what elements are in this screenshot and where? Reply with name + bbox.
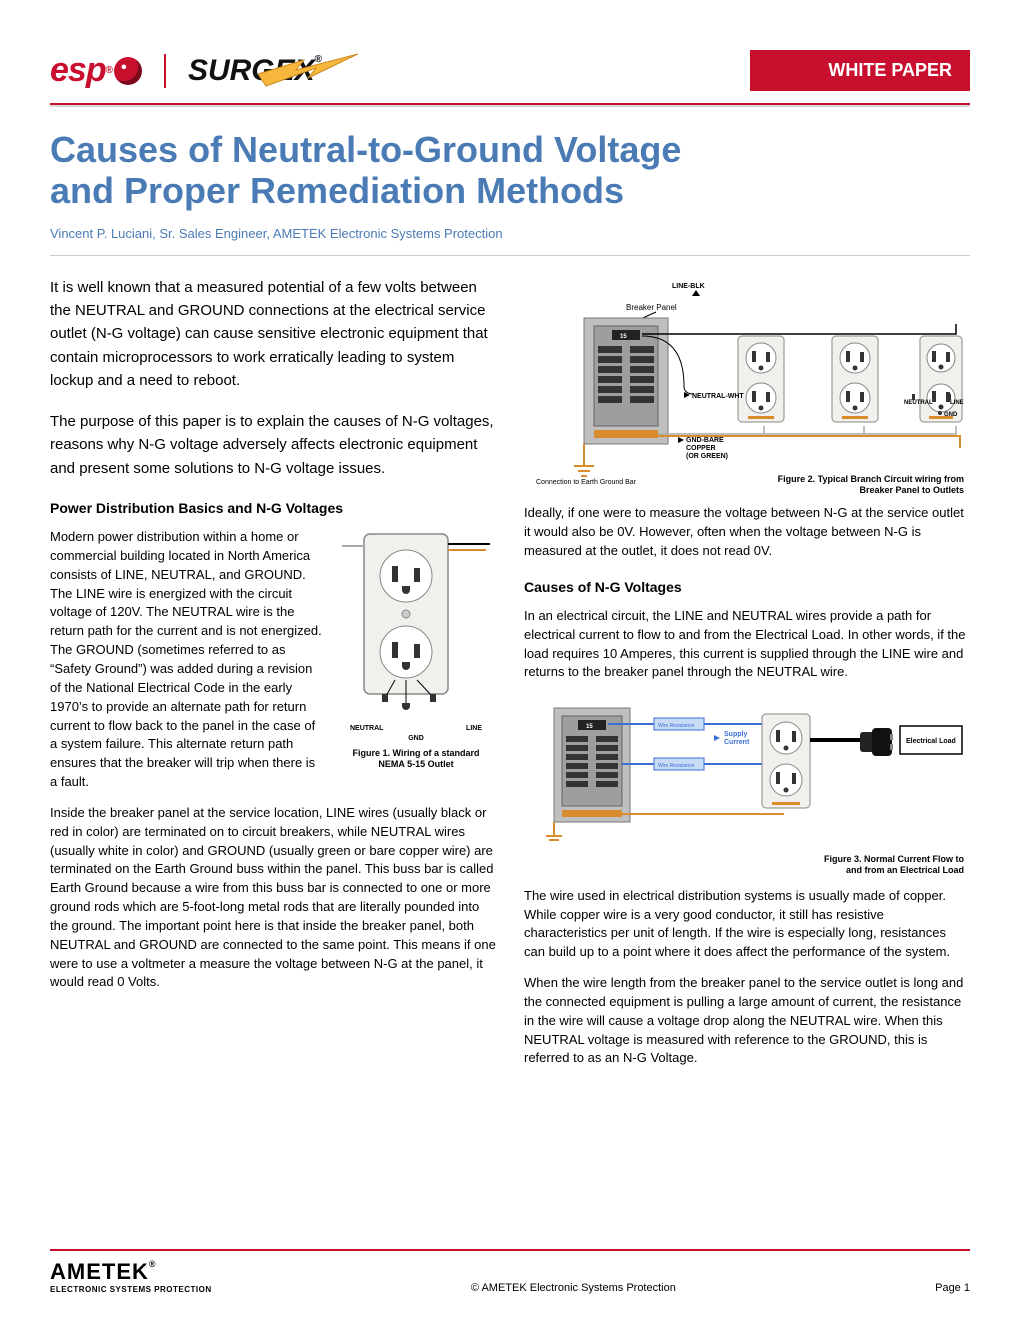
fig3-caption: Figure 3. Normal Current Flow to and fro… bbox=[524, 854, 970, 877]
fig3-caption-l1: Figure 3. Normal Current Flow to bbox=[824, 854, 964, 864]
fig2-line-pin: LINE bbox=[950, 400, 964, 406]
intro-para-1: It is well known that a measured potenti… bbox=[50, 276, 496, 392]
fig3-load-text: Electrical Load bbox=[906, 738, 956, 745]
fig1-pin-labels: NEUTRAL LINE bbox=[336, 724, 496, 734]
fig1-gnd-label: GND bbox=[336, 734, 496, 744]
fig2-caption-l1: Figure 2. Typical Branch Circuit wiring … bbox=[778, 474, 964, 484]
footer-page: Page 1 bbox=[935, 1282, 970, 1294]
ametek-logo-block: AMETEK® ELECTRONIC SYSTEMS PROTECTION bbox=[50, 1259, 212, 1294]
plug-icon bbox=[860, 728, 893, 756]
fig2-neutral-wht: NEUTRAL-WHT bbox=[692, 393, 744, 400]
title-rule bbox=[50, 255, 970, 256]
section-heading-power-basics: Power Distribution Basics and N-G Voltag… bbox=[50, 498, 496, 518]
fig3-caption-l2: and from an Electrical Load bbox=[846, 865, 964, 875]
page-title: Causes of Neutral-to-Ground Voltage and … bbox=[50, 129, 970, 212]
right-column: LINE-BLK Breaker Panel 15 bbox=[524, 276, 970, 1080]
white-paper-badge: WHITE PAPER bbox=[750, 50, 970, 91]
left-column: It is well known that a measured potenti… bbox=[50, 276, 496, 1080]
header-rule-gray bbox=[50, 105, 970, 107]
content-columns: It is well known that a measured potenti… bbox=[50, 276, 970, 1080]
current-flow-diagram-icon: 15 Wire Resistance bbox=[524, 694, 964, 844]
figure-3: 15 Wire Resistance bbox=[524, 694, 970, 876]
fig3-breaker-15: 15 bbox=[586, 724, 593, 730]
right-para-4: When the wire length from the breaker pa… bbox=[524, 974, 970, 1068]
section-heading-causes: Causes of N-G Voltages bbox=[524, 577, 970, 597]
fig2-breaker-15: 15 bbox=[620, 334, 627, 340]
intro-para-2: The purpose of this paper is to explain … bbox=[50, 410, 496, 480]
swirl-icon bbox=[114, 57, 142, 85]
footer-rule bbox=[50, 1249, 970, 1251]
figure-2: LINE-BLK Breaker Panel 15 bbox=[524, 276, 970, 496]
fig2-gnd-bare: GND-BARE bbox=[686, 437, 724, 444]
fig1-line-label: LINE bbox=[466, 724, 482, 734]
title-line-2: and Proper Remediation Methods bbox=[50, 170, 624, 211]
surgex-x-text: X bbox=[295, 54, 315, 87]
title-line-1: Causes of Neutral-to-Ground Voltage bbox=[50, 129, 681, 170]
fig2-gnd-pin: GND bbox=[944, 412, 958, 418]
registered-icon: ® bbox=[315, 54, 322, 65]
footer: AMETEK® ELECTRONIC SYSTEMS PROTECTION © … bbox=[50, 1249, 970, 1294]
footer-copyright: © AMETEK Electronic Systems Protection bbox=[471, 1282, 676, 1294]
ametek-logo: AMETEK® bbox=[50, 1259, 212, 1285]
fig2-or-green: (OR GREEN) bbox=[686, 453, 728, 460]
footer-row: AMETEK® ELECTRONIC SYSTEMS PROTECTION © … bbox=[50, 1259, 970, 1294]
fig1-caption-l1: Figure 1. Wiring of a standard bbox=[353, 748, 480, 758]
right-para-1: Ideally, if one were to measure the volt… bbox=[524, 504, 970, 561]
esp-logo: esp® bbox=[50, 51, 142, 90]
fig2-copper: COPPER bbox=[686, 445, 716, 452]
title-block: Causes of Neutral-to-Ground Voltage and … bbox=[50, 129, 970, 241]
fig2-breaker-text: Breaker Panel bbox=[626, 303, 677, 312]
fig3-wire-res-1: Wire Resistance bbox=[658, 723, 695, 729]
branch-circuit-diagram-icon: LINE-BLK Breaker Panel 15 bbox=[524, 276, 964, 486]
fig1-neutral-label: NEUTRAL bbox=[350, 724, 383, 734]
ametek-logo-text: AMETEK bbox=[50, 1259, 149, 1284]
ametek-sub: ELECTRONIC SYSTEMS PROTECTION bbox=[50, 1285, 212, 1294]
fig2-conn-text: Connection to Earth Ground Bar bbox=[536, 479, 637, 486]
logo-divider bbox=[164, 54, 166, 88]
left-para-2: Inside the breaker panel at the service … bbox=[50, 804, 496, 992]
header: esp® SURGEX® WHITE PAPER bbox=[50, 50, 970, 91]
logo-group: esp® SURGEX® bbox=[50, 51, 322, 90]
fig2-line-blk-text: LINE-BLK bbox=[672, 283, 705, 290]
esp-logo-text: esp bbox=[50, 51, 106, 90]
registered-icon: ® bbox=[106, 65, 112, 76]
fig2-outlets bbox=[738, 336, 962, 422]
surgex-surge-text: SURGE bbox=[188, 54, 295, 87]
fig1-caption-l2: NEMA 5-15 Outlet bbox=[378, 759, 453, 769]
fig1-caption: Figure 1. Wiring of a standard NEMA 5-15… bbox=[336, 748, 496, 771]
fig3-wire-res-2: Wire Resistance bbox=[658, 763, 695, 769]
surgex-logo: SURGEX® bbox=[188, 54, 322, 88]
fig2-neutral-pin: NEUTRAL bbox=[904, 400, 933, 406]
registered-icon: ® bbox=[149, 1259, 157, 1269]
figure-1: NEUTRAL LINE GND Figure 1. Wiring of a s… bbox=[336, 528, 496, 771]
fig3-supply: Supply bbox=[724, 731, 747, 738]
outlet-diagram-icon bbox=[336, 528, 496, 718]
fig3-current: Current bbox=[724, 739, 750, 746]
right-para-2: In an electrical circuit, the LINE and N… bbox=[524, 607, 970, 682]
fig2-caption-l2: Breaker Panel to Outlets bbox=[859, 485, 964, 495]
right-para-3: The wire used in electrical distribution… bbox=[524, 887, 970, 962]
author-line: Vincent P. Luciani, Sr. Sales Engineer, … bbox=[50, 226, 970, 241]
